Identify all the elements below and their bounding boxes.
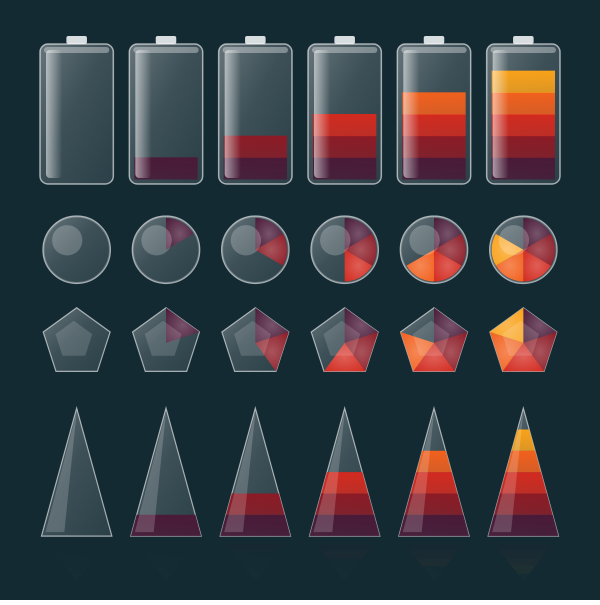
battery-level-4 [397,36,470,184]
circle-level-5 [490,216,557,283]
battery-level-5 [487,36,560,184]
battery-level-0 [40,36,113,184]
circle-level-2 [222,216,289,283]
circle-level-3 [311,216,378,283]
circle-level-0 [43,216,110,283]
circle-level-1 [132,216,199,283]
battery-level-2 [219,36,292,184]
infographic-canvas [0,0,600,600]
circle-level-4 [400,216,467,283]
battery-level-1 [129,36,202,184]
battery-level-3 [308,36,381,184]
